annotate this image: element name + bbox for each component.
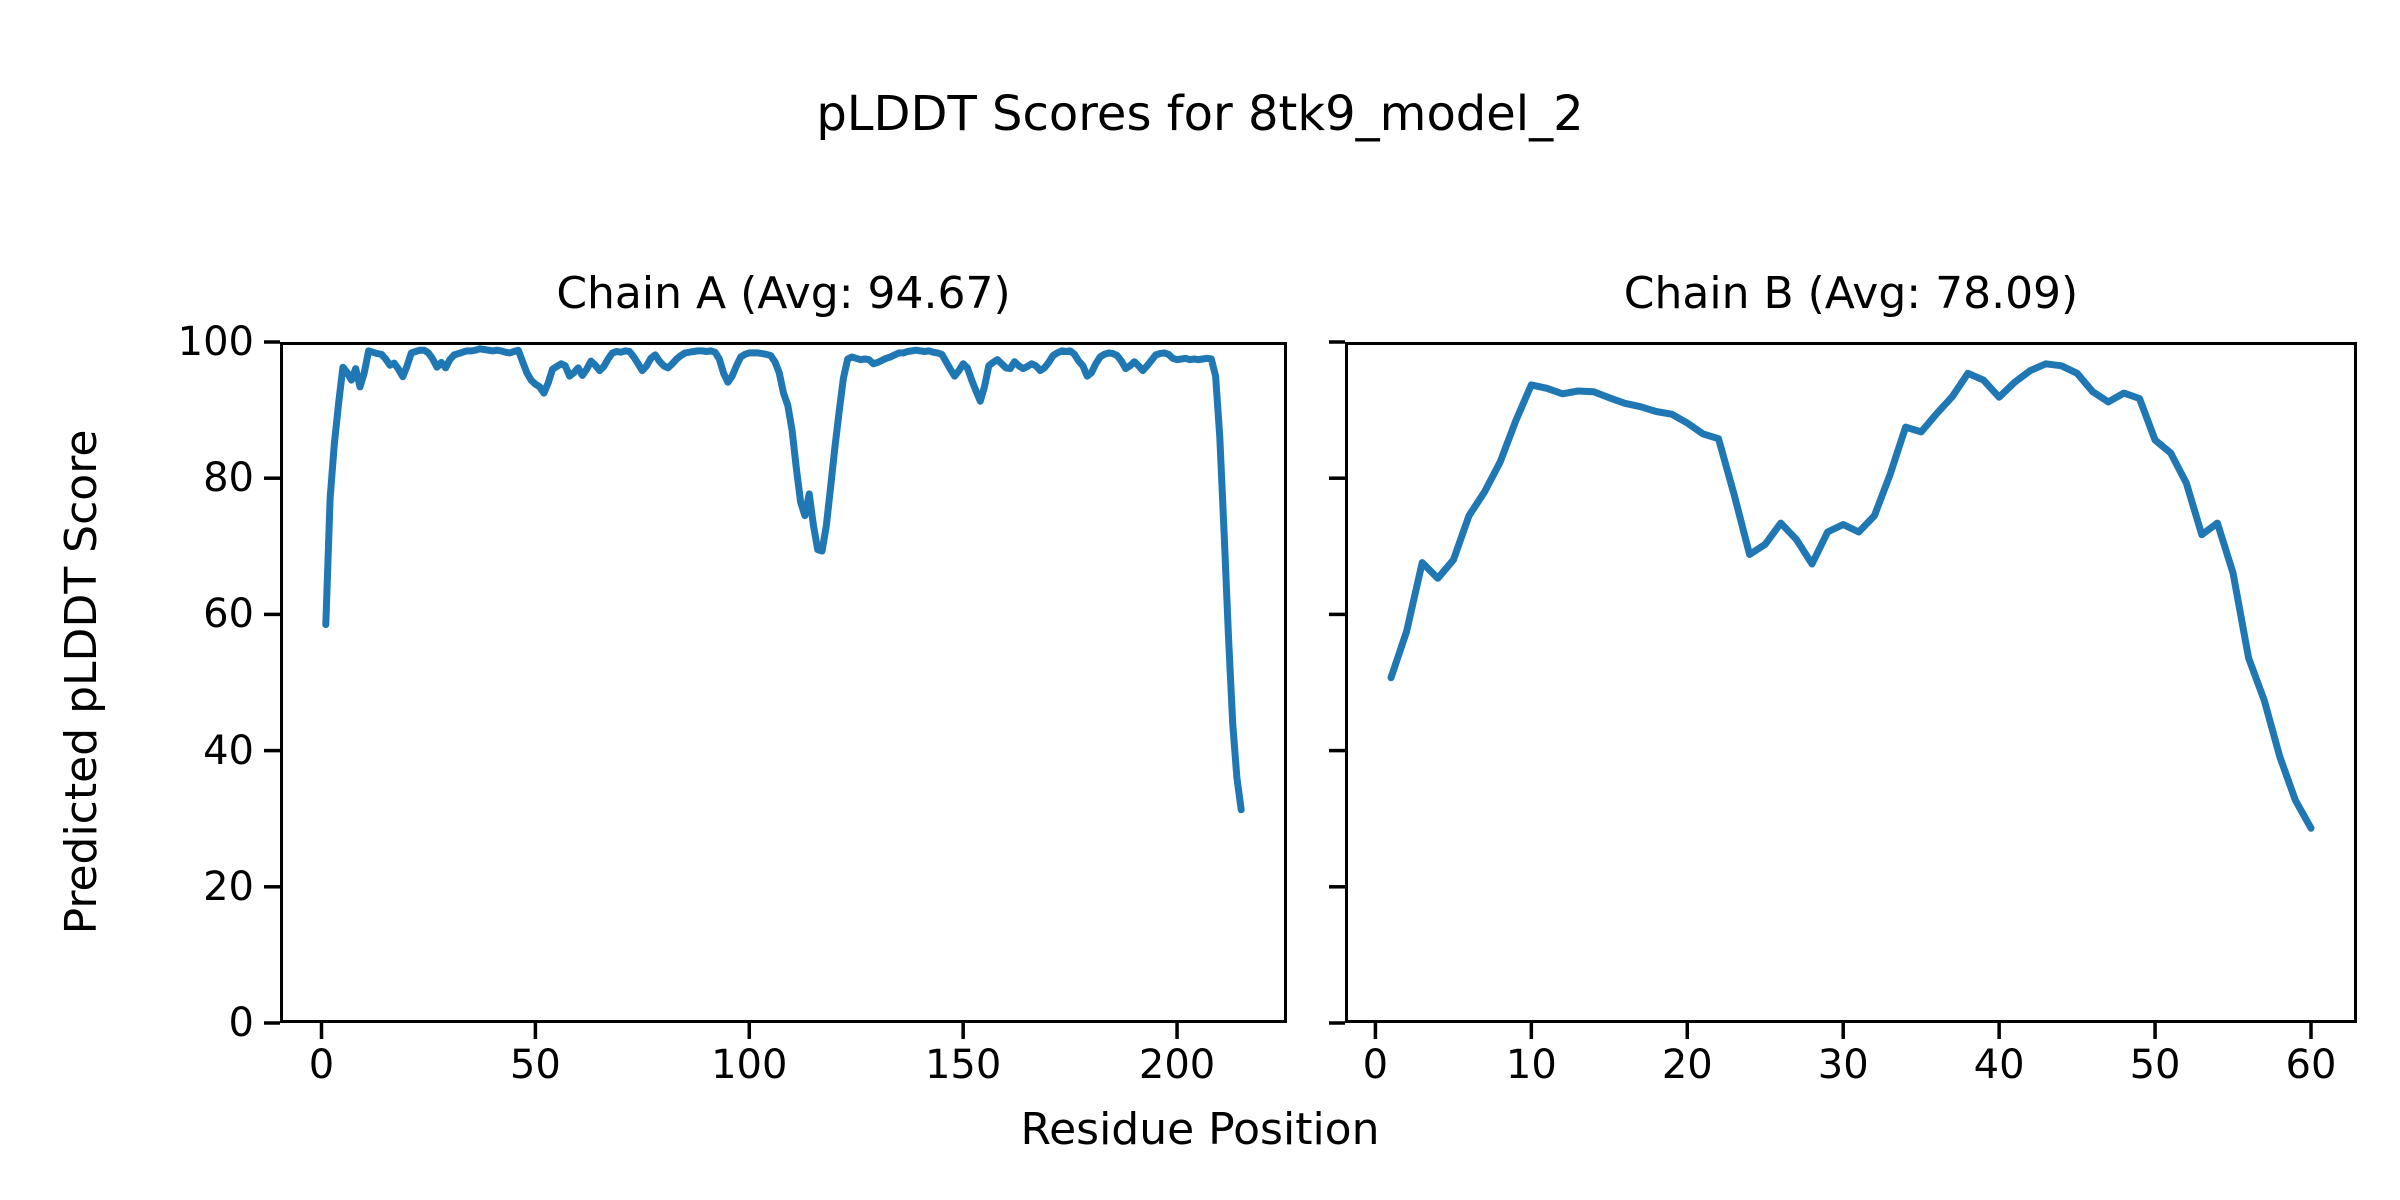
y-tick-label: 0 [228, 1000, 254, 1046]
x-tick-label: 40 [1973, 1042, 2025, 1088]
axes-chain-a: 0 50 100 150 200 0 20 40 60 80 100 [178, 322, 1287, 1085]
axes-frame [280, 342, 1287, 1023]
figure-title: pLDDT Scores for 8tk9_model_2 [816, 86, 1584, 142]
x-axis-label: Residue Position [1020, 1104, 1380, 1155]
chart-canvas-chain-b [1329, 340, 2357, 1039]
x-tick-label: 60 [2285, 1042, 2337, 1088]
axes-frame [1345, 342, 2357, 1023]
axes-chain-b: 0 10 20 30 40 50 60 [1329, 340, 2357, 1085]
plddt-line-chain-a [322, 345, 1245, 814]
y-tick-label: 20 [203, 863, 254, 910]
y-axis-label: Predicted pLDDT Score [56, 429, 107, 935]
y-tick-label: 100 [177, 319, 254, 365]
x-tick-label: 150 [924, 1042, 1002, 1088]
x-tick-label: 200 [1138, 1042, 1216, 1088]
x-tick-label: 0 [308, 1042, 335, 1088]
subplot-title-chain-a: Chain A (Avg: 94.67) [556, 268, 1011, 319]
x-tick-label: 0 [1362, 1042, 1389, 1088]
x-tick-label: 100 [711, 1042, 788, 1088]
y-tick-label: 80 [203, 455, 254, 502]
subplot-title-chain-b: Chain B (Avg: 78.09) [1623, 268, 2079, 319]
y-tick-label: 60 [203, 591, 254, 638]
x-tick-label: 50 [509, 1042, 561, 1088]
chart-canvas-chain-a [264, 340, 1287, 1039]
x-tick-label: 50 [2129, 1042, 2181, 1088]
x-tick-label: 30 [1817, 1042, 1869, 1088]
x-tick-label: 20 [1661, 1042, 1713, 1088]
plddt-line-chain-b [1387, 360, 2315, 832]
y-tick-label: 40 [203, 727, 254, 774]
x-tick-label: 10 [1505, 1042, 1557, 1088]
